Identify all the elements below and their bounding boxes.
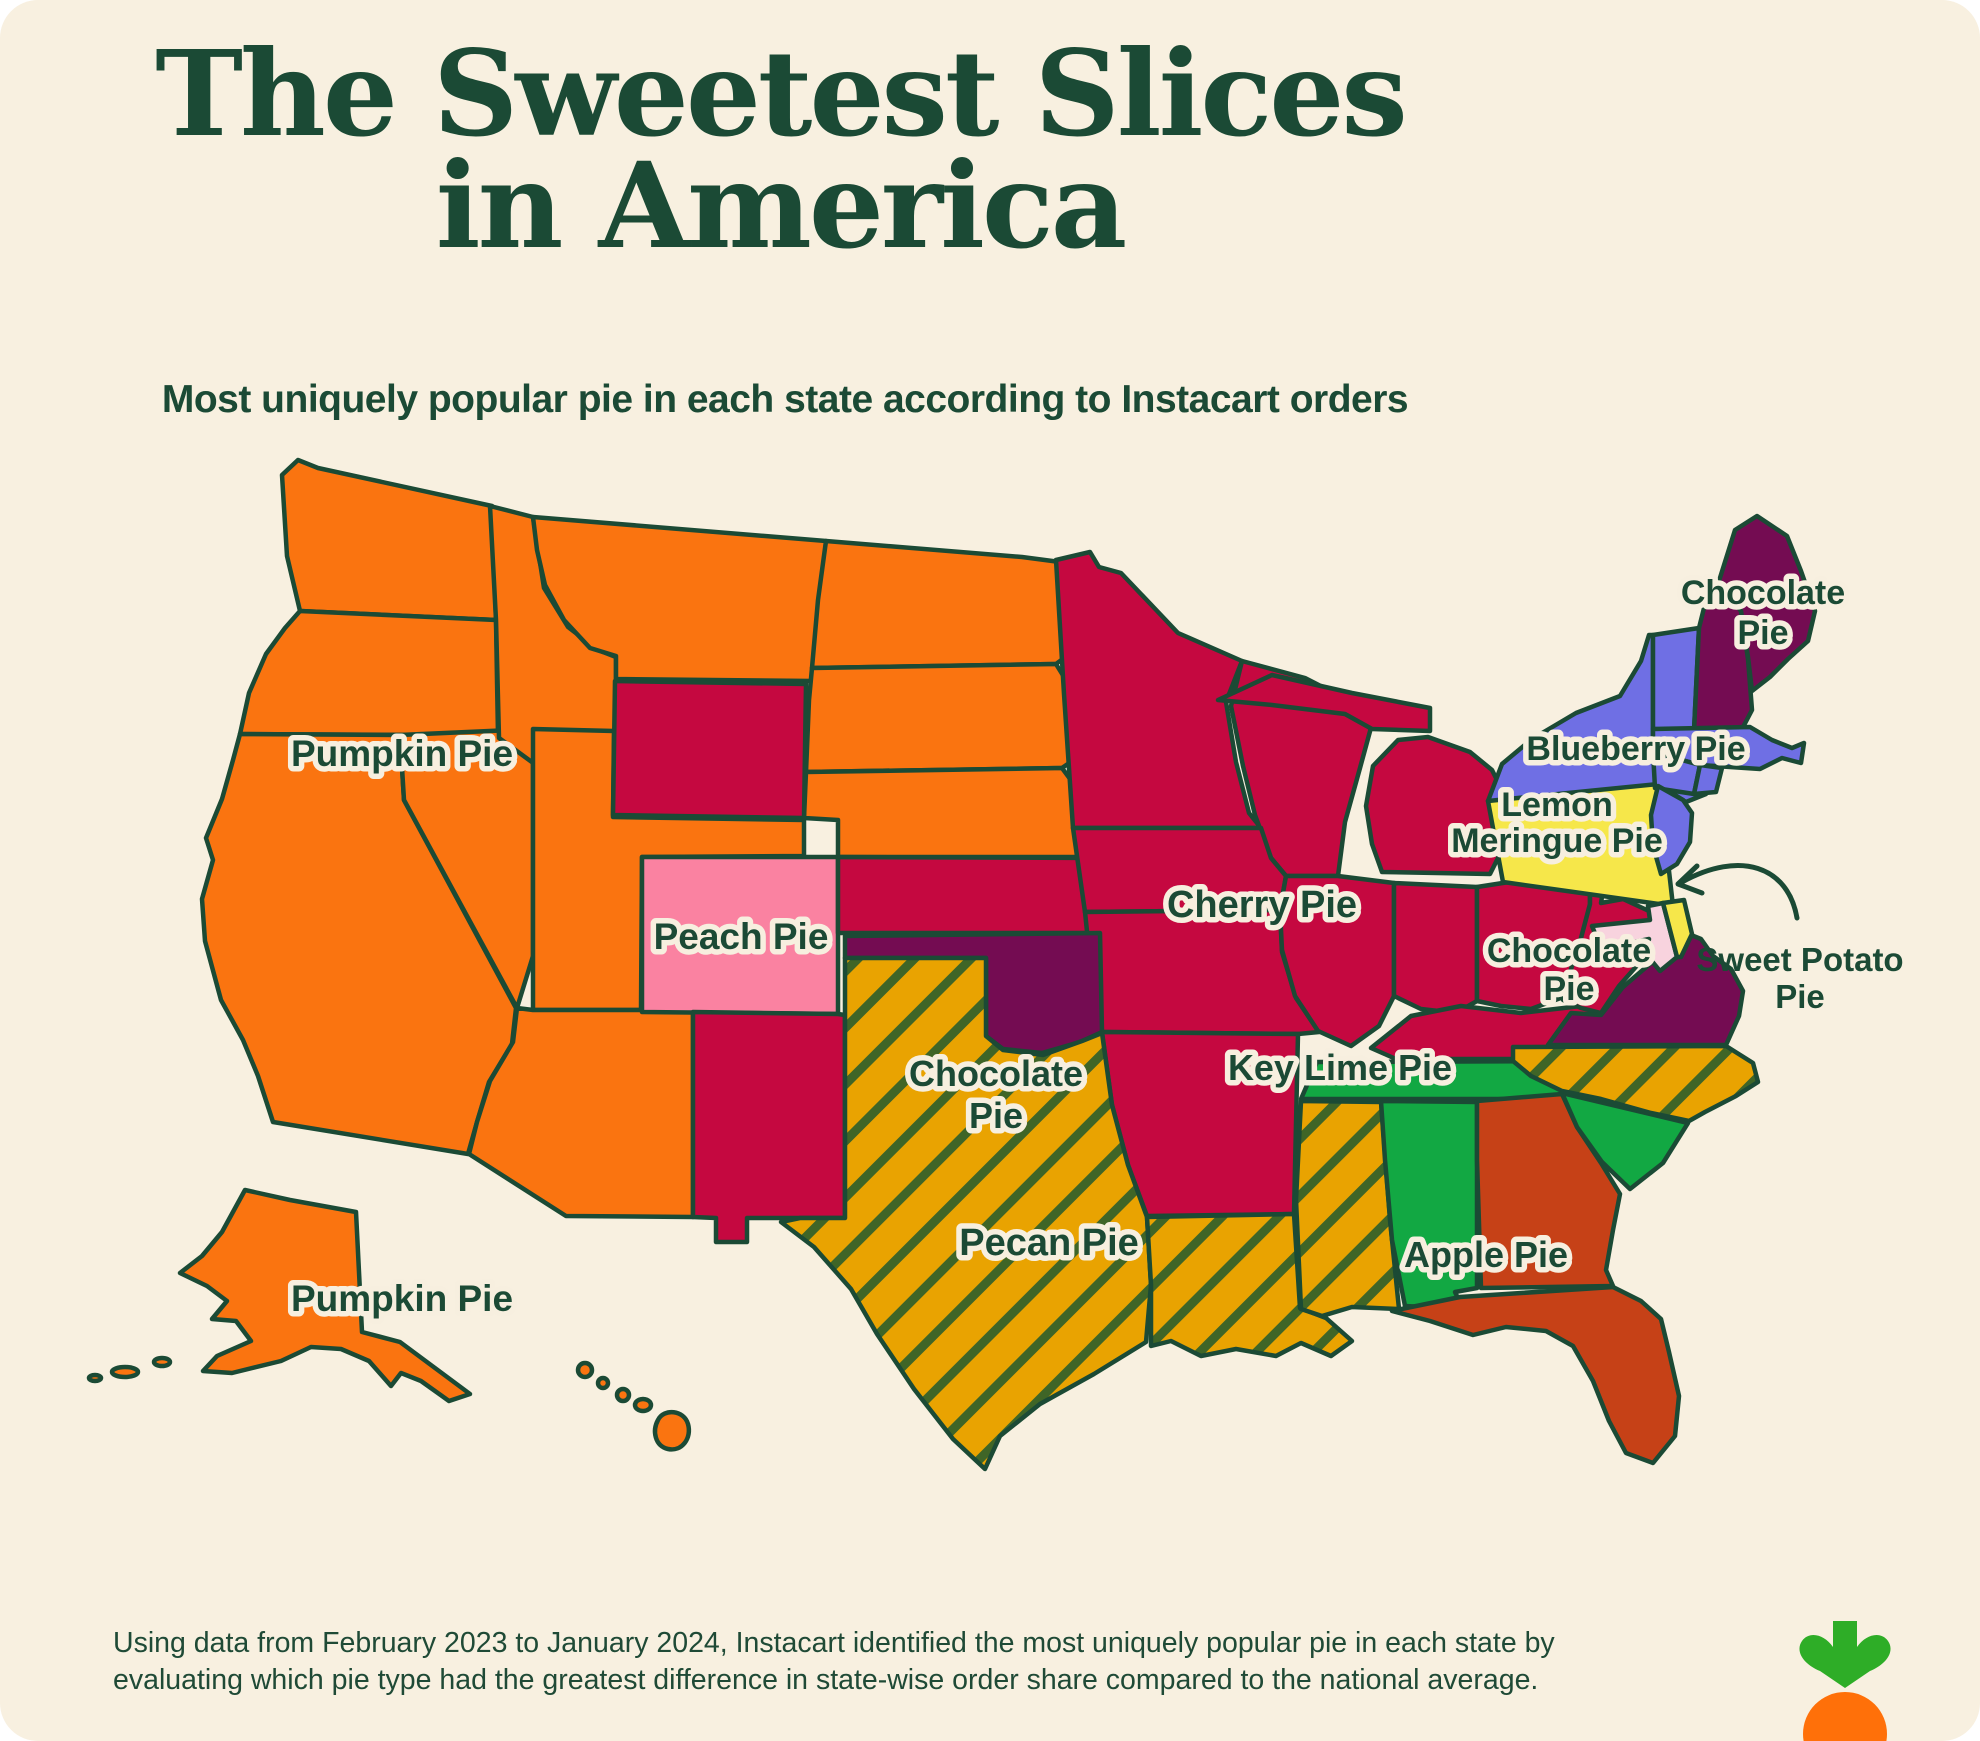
state-illinois bbox=[1277, 873, 1397, 1049]
state-rhode-island bbox=[1691, 762, 1725, 797]
state-new-jersey bbox=[1648, 783, 1695, 877]
label-pecan-pie: Pecan Pie bbox=[959, 1222, 1139, 1264]
state-hawaii-island bbox=[575, 1360, 595, 1380]
alaska-aleutian-island bbox=[86, 1372, 104, 1384]
label-apple-pie: Apple Pie bbox=[1404, 1234, 1568, 1275]
state-maine bbox=[1716, 513, 1818, 694]
state-kansas bbox=[835, 854, 1103, 936]
label-chocolate-pie-maine: Pie bbox=[1737, 614, 1788, 652]
label-sweet-potato-pie: Sweet Potato bbox=[1696, 941, 1903, 978]
label-lemon-meringue-pie: Meringue Pie bbox=[1451, 822, 1663, 860]
state-west-virginia bbox=[1560, 875, 1659, 1016]
state-florida bbox=[1389, 1284, 1682, 1466]
state-nebraska bbox=[801, 765, 1094, 860]
state-wyoming bbox=[610, 678, 809, 821]
page-title: The Sweetest Slices in America bbox=[0, 24, 1560, 275]
state-oregon bbox=[237, 608, 501, 738]
alaska-aleutian-island bbox=[151, 1355, 173, 1369]
subtitle: Most uniquely popular pie in each state … bbox=[161, 378, 1409, 421]
alaska-aleutian-island bbox=[109, 1364, 141, 1380]
state-hawaii-island bbox=[614, 1386, 632, 1404]
state-delaware bbox=[1660, 897, 1695, 960]
state-texas bbox=[778, 955, 1154, 1472]
state-indiana bbox=[1391, 880, 1480, 1016]
title-line-2: in America bbox=[435, 136, 1128, 275]
label-cherry-pie: Cherry Pie bbox=[1167, 884, 1357, 926]
state-hawaii-island bbox=[595, 1375, 611, 1391]
instacart-carrot-logo bbox=[1799, 1621, 1891, 1741]
carrot-leaf-icon bbox=[1799, 1621, 1891, 1741]
label-pumpkin-pie-west: Pumpkin Pie bbox=[291, 733, 513, 774]
sweet-potato-arrow bbox=[1675, 863, 1800, 921]
state-north-carolina bbox=[1510, 1043, 1761, 1124]
label-pumpkin-pie-alaska: Pumpkin Pie bbox=[291, 1278, 513, 1319]
label-chocolate-pie-virginia: Pie bbox=[1543, 970, 1594, 1008]
footer-line-1: Using data from February 2023 to January… bbox=[113, 1627, 1555, 1659]
label-chocolate-pie-oklahoma: Pie bbox=[969, 1095, 1023, 1136]
state-hawaii-island bbox=[652, 1410, 692, 1452]
label-key-lime-pie: Key Lime Pie bbox=[1228, 1047, 1452, 1088]
label-sweet-potato-pie: Pie bbox=[1775, 978, 1825, 1015]
state-michigan-up bbox=[1215, 672, 1433, 734]
state-minnesota bbox=[1053, 549, 1264, 831]
carrot-leaf bbox=[1799, 1621, 1891, 1688]
label-chocolate-pie-maine: Chocolate bbox=[1681, 574, 1845, 612]
footer-note: Using data from February 2023 to January… bbox=[113, 1625, 1613, 1699]
state-south-dakota bbox=[803, 661, 1081, 775]
state-maryland bbox=[1589, 900, 1680, 974]
label-lemon-meringue-pie: Lemon bbox=[1501, 786, 1612, 824]
state-new-mexico bbox=[690, 1009, 848, 1245]
label-chocolate-pie-virginia: Chocolate bbox=[1487, 932, 1651, 970]
label-peach-pie: Peach Pie bbox=[654, 916, 829, 957]
footer-line-2: evaluating which pie type had the greate… bbox=[113, 1664, 1539, 1696]
state-hawaii-island bbox=[632, 1396, 654, 1414]
state-washington bbox=[279, 457, 499, 623]
state-north-dakota bbox=[809, 538, 1075, 671]
carrot-body bbox=[1803, 1692, 1887, 1741]
title-line-1: The Sweetest Slices bbox=[155, 24, 1408, 163]
label-chocolate-pie-oklahoma: Chocolate bbox=[909, 1053, 1083, 1094]
label-blueberry-pie: Blueberry Pie bbox=[1526, 730, 1745, 768]
state-alaska bbox=[177, 1187, 473, 1404]
state-vermont bbox=[1650, 625, 1702, 734]
